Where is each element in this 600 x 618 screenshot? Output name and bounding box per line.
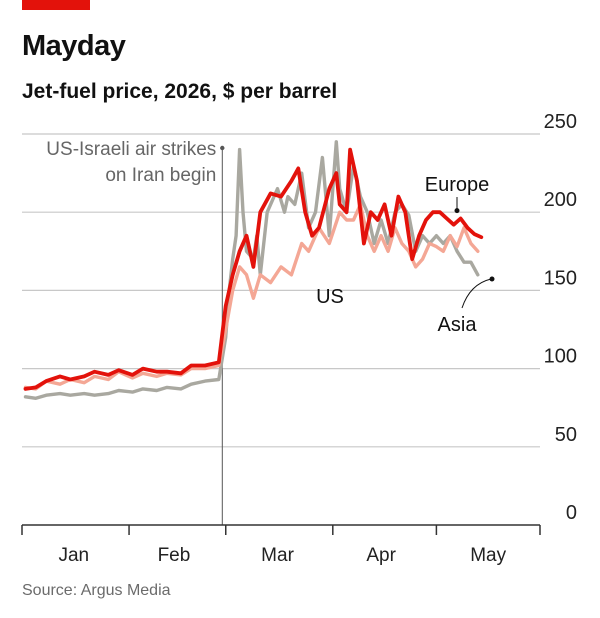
y-tick-label-150: 150 [544,267,577,289]
y-tick-label-50: 50 [555,424,577,446]
y-tick-label-100: 100 [544,346,577,368]
y-tick-label-200: 200 [544,189,577,211]
x-tick-label-may: May [470,545,506,566]
series-label-us: US [316,286,344,308]
series-label-asia: Asia [438,314,478,336]
x-axis: Jan Feb Mar Apr May [21,524,541,566]
x-tick-label-feb: Feb [158,545,191,566]
y-tick-label-0: 0 [566,502,577,524]
chart-title: Mayday [22,30,126,62]
y-tick-label-250: 250 [544,111,577,133]
gridlines [22,133,540,448]
series-line-asia [23,140,480,400]
series-labels: Europe US Asia [316,174,495,336]
asia-label-leader [461,278,492,309]
asia-label-dot [489,276,495,282]
series-line-us [23,202,480,391]
annotation-text-line-1: US-Israeli air strikes [46,139,216,160]
brand-accent-bar [22,0,90,10]
series-lines [23,140,484,400]
annotation-text-line-2: on Iran begin [105,165,216,186]
annotation-group: US-Israeli air strikes on Iran begin [46,139,225,525]
series-label-europe: Europe [425,174,490,196]
series-line-europe [23,147,484,391]
x-tick-label-mar: Mar [261,545,294,566]
europe-label-dot [454,208,460,214]
annotation-marker [220,145,225,151]
y-axis-ticks: 0 50 100 150 200 250 [544,111,577,524]
chart-subtitle: Jet-fuel price, 2026, $ per barrel [22,80,338,103]
x-tick-label-apr: Apr [366,545,396,566]
x-tick-label-jan: Jan [58,545,89,566]
source-note: Source: Argus Media [22,582,171,599]
